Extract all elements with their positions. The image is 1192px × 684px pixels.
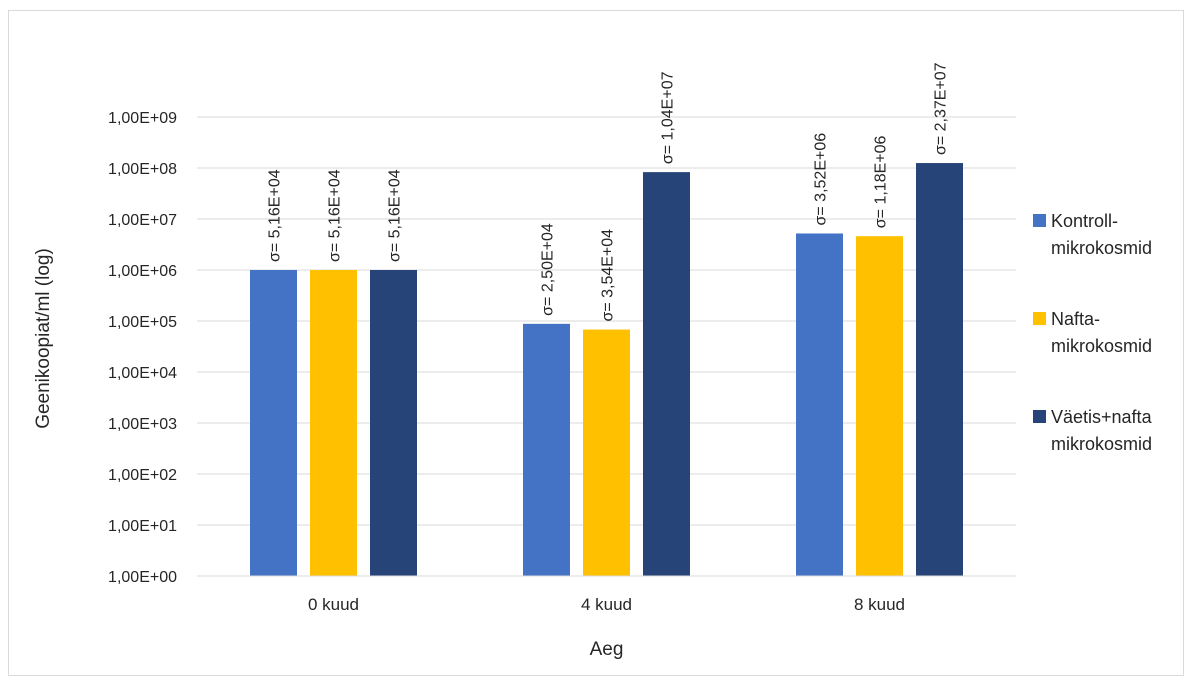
bar [583,329,630,576]
legend-label: Nafta- [1051,309,1100,329]
data-label: σ= 5,16E+04 [267,169,284,262]
bar [310,270,357,576]
bar [856,236,903,577]
bar [643,172,690,576]
bar [250,270,297,576]
legend: Kontroll-mikrokosmid Nafta-mikrokosmid Väe… [1033,211,1153,454]
y-tick-label: 1,00E+08 [108,161,177,178]
y-tick-label: 1,00E+07 [108,212,177,229]
data-label: σ= 3,52E+06 [813,133,830,226]
legend-label: mikrokosmid [1051,238,1152,258]
x-category-label: 0 kuud [308,595,359,614]
y-tick-label: 1,00E+02 [108,467,177,484]
data-label: σ= 2,50E+04 [540,223,557,316]
legend-label: mikrokosmid [1051,434,1152,454]
data-label: σ= 3,54E+04 [600,229,617,322]
bar [370,270,417,576]
y-tick-label: 1,00E+09 [108,110,177,127]
chart-frame: 1,00E+00 1,00E+01 1,00E+02 1,00E+03 1,00E+04… [8,10,1184,676]
data-label: σ= 2,37E+07 [933,62,950,155]
x-axis-title: Aeg [590,639,624,660]
legend-swatch [1033,410,1046,423]
legend-label: Väetis+nafta [1051,407,1153,427]
y-tick-label: 1,00E+06 [108,263,177,280]
y-tick-label: 1,00E+00 [108,569,177,586]
bar [796,233,843,576]
legend-label: Kontroll- [1051,211,1118,231]
y-tick-label: 1,00E+05 [108,314,177,331]
data-label: σ= 5,16E+04 [387,169,404,262]
y-axis-title: Geenikoopiat/ml (log) [33,248,54,429]
x-category-label: 4 kuud [581,595,632,614]
y-tick-label: 1,00E+01 [108,518,177,535]
data-label: σ= 1,18E+06 [873,135,890,228]
data-label: σ= 1,04E+07 [660,71,677,164]
bar [523,323,570,576]
legend-swatch [1033,312,1046,325]
bars [250,163,963,577]
y-axis-tick-labels: 1,00E+00 1,00E+01 1,00E+02 1,00E+03 1,00E+04… [108,110,177,586]
data-label: σ= 5,16E+04 [327,169,344,262]
x-axis-category-labels: 0 kuud 4 kuud 8 kuud [308,595,905,614]
bar-chart: 1,00E+00 1,00E+01 1,00E+02 1,00E+03 1,00E+04… [33,62,1153,660]
y-tick-label: 1,00E+03 [108,416,177,433]
legend-swatch [1033,214,1046,227]
legend-label: mikrokosmid [1051,336,1152,356]
x-category-label: 8 kuud [854,595,905,614]
data-labels: σ= 5,16E+04 σ= 5,16E+04 σ= 5,16E+04 σ= 2,50… [267,62,950,321]
bar [916,163,963,576]
y-tick-label: 1,00E+04 [108,365,177,382]
